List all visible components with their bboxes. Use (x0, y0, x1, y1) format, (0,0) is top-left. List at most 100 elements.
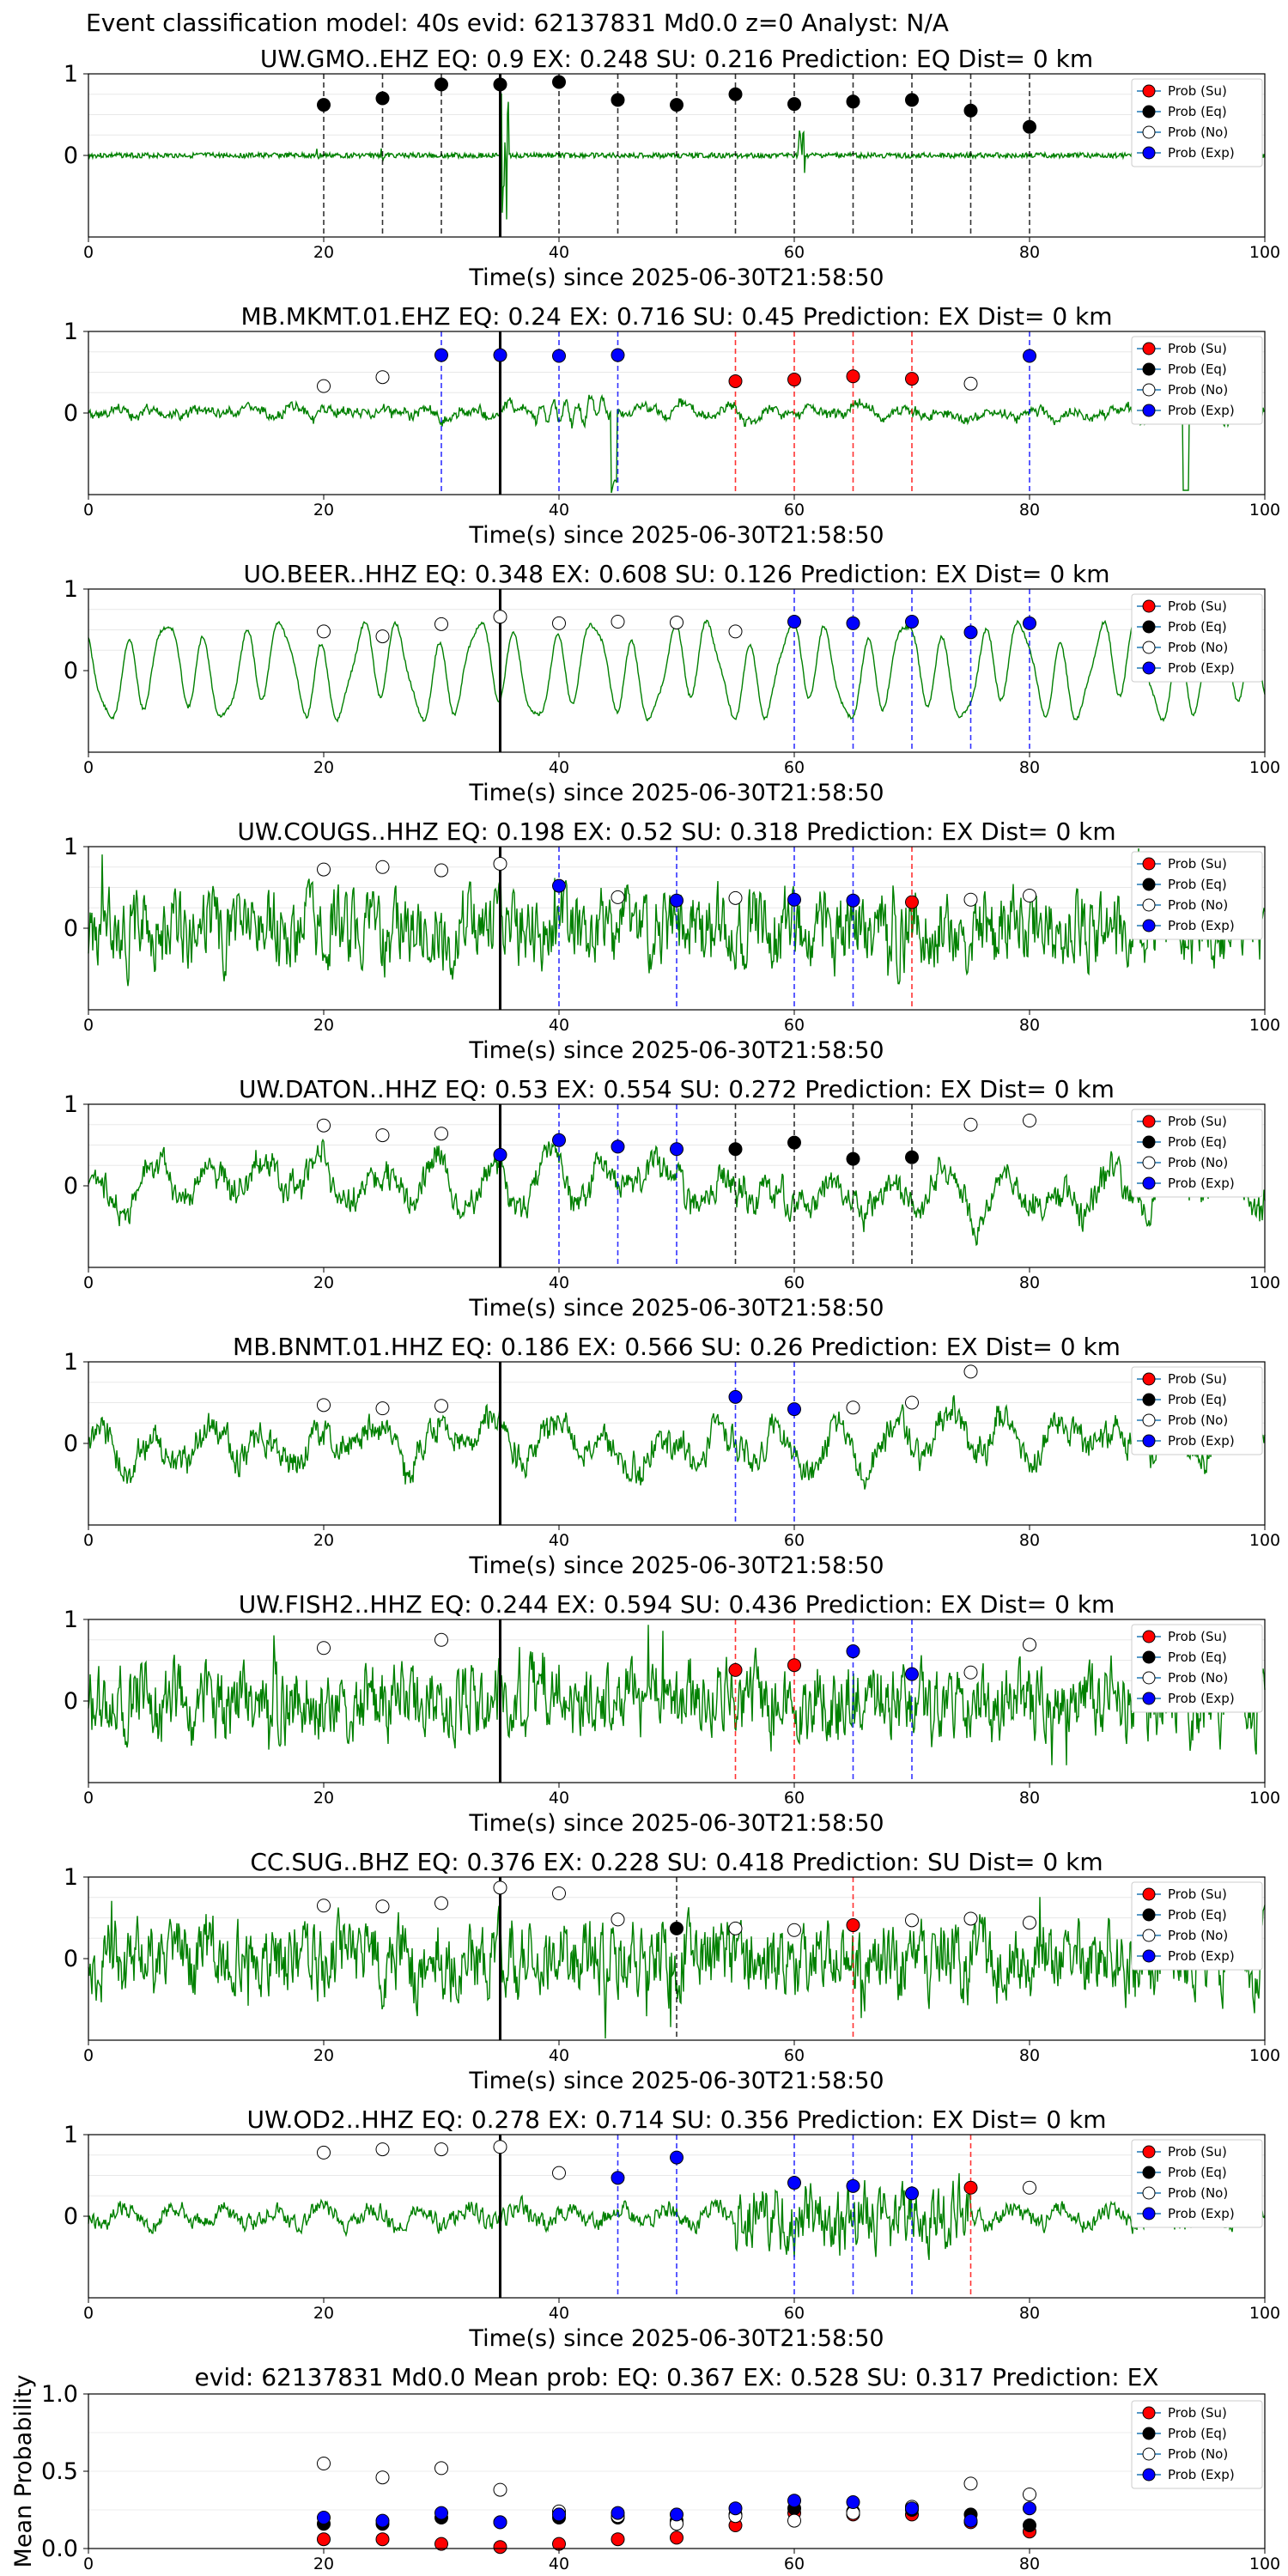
prob-point-no (787, 1923, 801, 1937)
panel-title: UW.COUGS..HHZ EQ: 0.198 EX: 0.52 SU: 0.3… (237, 817, 1115, 846)
y-tick-label: 0 (64, 1688, 78, 1715)
legend: Prob (Su) Prob (Eq) Prob (No) Prob (Exp) (1131, 2400, 1263, 2489)
legend-label: Prob (No) (1168, 897, 1228, 913)
mean-point-exp (317, 2511, 331, 2524)
legend-marker (1142, 2207, 1156, 2221)
prob-point-exp (963, 625, 978, 640)
x-tick-label: 0 (83, 1016, 94, 1035)
legend-box (1131, 1109, 1263, 1198)
legend-label: Prob (Exp) (1168, 1176, 1235, 1191)
legend-marker (1142, 2186, 1156, 2200)
mean-point-su (375, 2532, 390, 2547)
x-tick-label: 40 (549, 1531, 569, 1550)
x-tick-label: 80 (1019, 2555, 1040, 2573)
legend: Prob (Su) Prob (Eq) Prob (No) Prob (Exp) (1131, 78, 1263, 167)
legend-marker (1142, 1413, 1156, 1427)
panel-title: MB.BNMT.01.HHZ EQ: 0.186 EX: 0.566 SU: 0… (233, 1333, 1121, 1361)
x-tick-label: 20 (313, 2555, 334, 2573)
prob-point-eq (787, 97, 801, 112)
panel-title: UW.DATON..HHZ EQ: 0.53 EX: 0.554 SU: 0.2… (239, 1075, 1115, 1103)
y-tick-label: 1 (64, 576, 78, 603)
x-tick-label: 80 (1019, 758, 1040, 777)
legend-marker (1142, 362, 1156, 376)
prob-point-no (611, 1912, 625, 1927)
x-tick-label: 20 (313, 501, 334, 519)
panel-title: UW.OD2..HHZ EQ: 0.278 EX: 0.714 SU: 0.35… (247, 2105, 1107, 2134)
legend-label: Prob (Su) (1168, 341, 1227, 356)
prob-point-no (375, 2142, 390, 2157)
legend-label: Prob (Su) (1168, 1371, 1227, 1387)
x-tick-label: 60 (784, 1789, 805, 1807)
prob-point-no (493, 2140, 507, 2154)
legend-marker (1142, 1176, 1156, 1190)
legend-marker (1142, 1156, 1156, 1170)
legend-marker (1142, 342, 1156, 355)
legend-label: Prob (Eq) (1168, 104, 1227, 119)
station-panel: UW.OD2..HHZ EQ: 0.278 EX: 0.714 SU: 0.35… (64, 2105, 1280, 2352)
mean-point-no (787, 2513, 801, 2528)
prob-point-no (317, 2145, 331, 2160)
legend: Prob (Su) Prob (Eq) Prob (No) Prob (Exp) (1131, 1881, 1263, 1971)
legend-marker (1142, 404, 1156, 417)
legend: Prob (Su) Prob (Eq) Prob (No) Prob (Exp) (1131, 593, 1263, 683)
prob-point-no (434, 1896, 448, 1911)
panel-title: CC.SUG..BHZ EQ: 0.376 EX: 0.228 SU: 0.41… (250, 1848, 1103, 1876)
legend-label: Prob (Eq) (1168, 1392, 1227, 1407)
legend-label: Prob (Su) (1168, 1114, 1227, 1129)
prob-point-no (905, 1395, 919, 1410)
prob-point-su (787, 1658, 801, 1673)
prob-point-no (670, 615, 683, 629)
x-tick-label: 100 (1249, 758, 1280, 777)
mean-probability-panel: evid: 62137831 Md0.0 Mean prob: EQ: 0.36… (10, 2363, 1280, 2573)
legend-box (1131, 2139, 1263, 2228)
mean-point-exp (670, 2507, 683, 2522)
x-tick-label: 40 (549, 243, 569, 262)
legend-label: Prob (Su) (1168, 1886, 1227, 1902)
mean-point-exp (963, 2513, 978, 2528)
prob-point-exp (1023, 616, 1036, 630)
mean-point-su (434, 2537, 448, 2551)
mean-point-no (493, 2482, 507, 2497)
prob-point-eq (670, 1921, 683, 1935)
legend-marker (1142, 125, 1156, 139)
prob-point-no (552, 616, 566, 630)
y-axis-label: Mean Probability (10, 2375, 37, 2568)
legend-marker (1142, 1671, 1156, 1685)
prob-point-no (434, 617, 448, 631)
legend-box (1131, 593, 1263, 683)
y-tick-label: 1.0 (41, 2381, 78, 2408)
x-tick-label: 40 (549, 2046, 569, 2065)
x-tick-label: 0 (83, 2046, 94, 2065)
legend: Prob (Su) Prob (Eq) Prob (No) Prob (Exp) (1131, 336, 1263, 425)
prob-point-no (963, 1665, 978, 1680)
legend-label: Prob (Exp) (1168, 1948, 1235, 1964)
prob-point-no (375, 1899, 390, 1914)
x-tick-label: 100 (1249, 1531, 1280, 1550)
x-tick-label: 40 (549, 758, 569, 777)
x-tick-label: 100 (1249, 1016, 1280, 1035)
legend-label: Prob (No) (1168, 1928, 1228, 1943)
prob-point-exp (846, 1644, 860, 1659)
legend-label: Prob (Eq) (1168, 1649, 1227, 1665)
x-axis-label: Time(s) since 2025-06-30T21:58:50 (468, 264, 884, 291)
legend-label: Prob (Eq) (1168, 1907, 1227, 1923)
prob-point-no (434, 863, 448, 878)
station-panel: CC.SUG..BHZ EQ: 0.376 EX: 0.228 SU: 0.41… (64, 1848, 1280, 2094)
y-tick-label: 0 (64, 1431, 78, 1457)
prob-point-no (728, 890, 743, 905)
prob-point-no (317, 862, 331, 877)
legend-marker (1142, 1630, 1156, 1643)
mean-point-exp (1023, 2501, 1036, 2516)
legend-label: Prob (No) (1168, 125, 1228, 140)
x-tick-label: 0 (83, 1789, 94, 1807)
x-tick-label: 80 (1019, 1789, 1040, 1807)
prob-point-no (375, 860, 390, 874)
legend-marker (1142, 641, 1156, 654)
x-tick-label: 60 (784, 1273, 805, 1292)
x-tick-label: 100 (1249, 2046, 1280, 2065)
legend-label: Prob (Su) (1168, 83, 1227, 99)
mean-point-no (1023, 2488, 1036, 2501)
legend-label: Prob (Su) (1168, 856, 1227, 872)
legend-box (1131, 851, 1263, 940)
prob-point-no (963, 1911, 978, 1926)
